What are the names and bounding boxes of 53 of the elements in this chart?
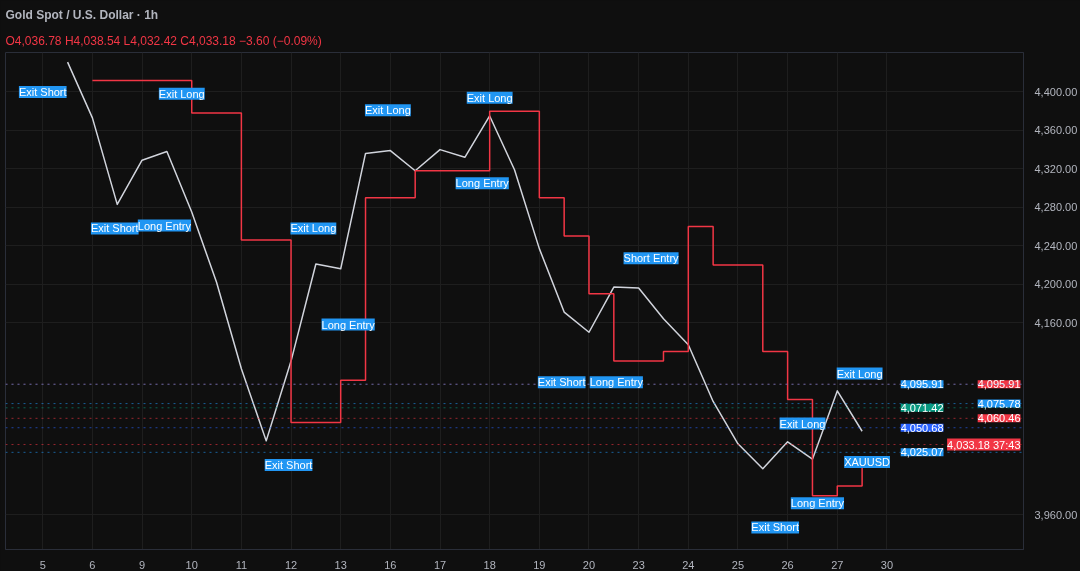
y-tick-label: 4,240.00	[1034, 239, 1078, 252]
x-tick-label: 11	[235, 558, 248, 571]
x-tick-label: 16	[384, 558, 397, 571]
y-tick-label: 4,160.00	[1034, 316, 1078, 329]
ref-line-label: 4,025.07	[900, 446, 944, 459]
x-tick-label: 5	[39, 558, 46, 571]
x-tick-label: 9	[139, 558, 146, 571]
annotation: XAUUSD	[844, 456, 891, 469]
annotation: Exit Long	[836, 367, 883, 380]
x-tick-label: 27	[831, 558, 844, 571]
annotation: Exit Long	[364, 104, 411, 117]
annotation: Short Entry	[623, 252, 680, 265]
annotation: Exit Long	[290, 222, 337, 235]
annotation: Long Entry	[589, 376, 644, 389]
y-tick-label: 4,320.00	[1034, 162, 1078, 175]
y-tick-label: 4,200.00	[1034, 278, 1078, 291]
annotation: Long Entry	[455, 177, 510, 190]
y-tick-label: 4,280.00	[1034, 201, 1078, 214]
annotation: Long Entry	[137, 219, 192, 232]
x-tick-label: 12	[284, 558, 298, 571]
annotation: Exit Short	[90, 222, 139, 235]
x-tick-label: 30	[880, 558, 894, 571]
y-tick-label: 4,400.00	[1034, 85, 1078, 98]
x-tick-label: 20	[582, 558, 596, 571]
annotation: Exit Long	[779, 417, 826, 430]
ref-line-label: 4,095.91	[977, 378, 1021, 391]
x-tick-label: 23	[632, 558, 645, 571]
y-tick-label: 4,360.00	[1034, 124, 1078, 137]
x-tick-label: 26	[781, 558, 794, 571]
ref-line-label: 4,060.46	[977, 412, 1021, 425]
annotation: Exit Short	[751, 521, 800, 534]
x-tick-label: 10	[185, 558, 198, 571]
chart-subtitle: O4,036.78 H4,038.54 L4,032.42 C4,033.18 −3.60 (−0.09%)	[5, 33, 322, 48]
x-tick-label: 24	[682, 558, 695, 571]
x-tick-label: 6	[89, 558, 96, 571]
annotation: Long Entry	[321, 318, 376, 331]
annotation: Long Entry	[790, 497, 845, 510]
x-tick-label: 17	[433, 558, 447, 571]
y-tick-label: 3,960.00	[1034, 508, 1078, 521]
ref-line-label: 4,071.42	[900, 401, 944, 414]
chart-title: Gold Spot / U.S. Dollar · 1h	[5, 7, 159, 22]
ref-line-label: 4,033.18 37:43	[947, 438, 1021, 451]
x-tick-label: 19	[533, 558, 546, 571]
annotation: Exit Long	[158, 87, 205, 100]
annotation: Exit Long	[466, 91, 513, 104]
x-tick-label: 18	[483, 558, 496, 571]
x-tick-label: 13	[334, 558, 347, 571]
ref-line-label: 4,050.68	[900, 421, 944, 434]
annotation: Exit Short	[537, 376, 586, 389]
x-tick-label: 25	[731, 558, 745, 571]
ref-line-label: 4,095.91	[900, 378, 944, 391]
annotation: Exit Short	[18, 85, 67, 98]
ref-line-label: 4,075.78	[977, 397, 1021, 410]
